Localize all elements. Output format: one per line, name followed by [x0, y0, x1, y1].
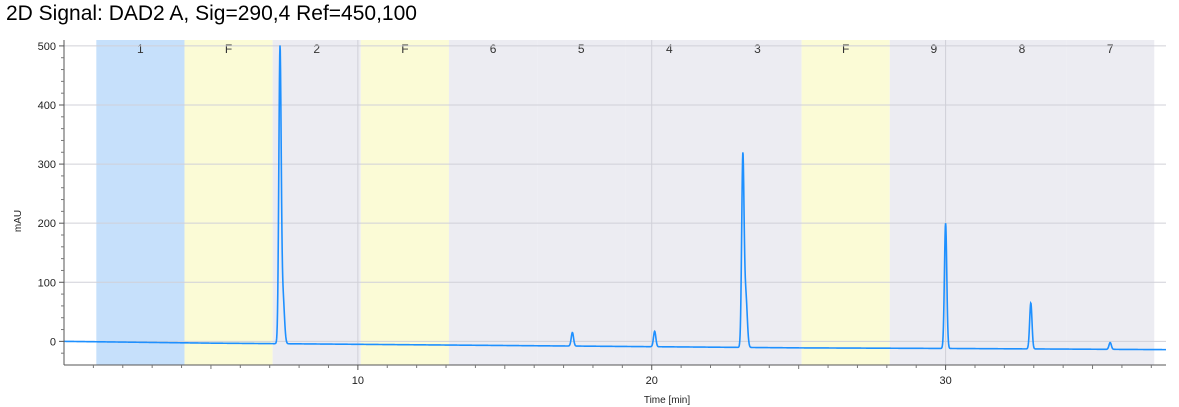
signal-trace-layer — [63, 45, 1167, 351]
fraction-band-label: 8 — [1019, 42, 1026, 56]
fraction-band — [96, 40, 185, 365]
fraction-band — [272, 40, 361, 365]
y-tick-label: 500 — [38, 41, 56, 53]
fraction-band — [801, 40, 890, 365]
fraction-band-label: F — [842, 42, 849, 56]
y-tick-label: 0 — [50, 336, 56, 348]
fraction-band — [713, 40, 802, 365]
y-tick-label: 100 — [38, 277, 56, 289]
x-tick-label: 30 — [939, 375, 951, 387]
x-tick-label: 10 — [352, 375, 364, 387]
fraction-band-label: 9 — [931, 42, 938, 56]
fraction-band-label: 6 — [490, 42, 497, 56]
y-tick-label: 400 — [38, 100, 56, 112]
x-tick-label: 20 — [646, 375, 658, 387]
fraction-band-label: 2 — [313, 42, 320, 56]
y-axis-label: mAU — [13, 210, 24, 232]
fraction-bands: 1 F 2 F 6 5 4 3 F 9 8 7 — [64, 40, 1166, 365]
signal-trace — [63, 45, 1167, 351]
fraction-band-label: F — [225, 42, 232, 56]
axes: 0 100 200 300 400 500 10 20 30 — [38, 40, 1166, 387]
fraction-band — [977, 40, 1067, 365]
fraction-band — [448, 40, 538, 365]
fraction-band-label: 5 — [578, 42, 585, 56]
fraction-band — [537, 40, 626, 365]
y-tick-label: 200 — [38, 218, 56, 230]
x-axis-label: Time [min] — [644, 395, 691, 406]
fraction-band — [625, 40, 714, 365]
fraction-band — [360, 40, 449, 365]
chart-title: 2D Signal: DAD2 A, Sig=290,4 Ref=450,100 — [6, 2, 417, 25]
gridlines — [64, 40, 1166, 365]
fraction-band-label: 7 — [1107, 42, 1114, 56]
fraction-band-label: 3 — [754, 42, 761, 56]
y-tick-label: 300 — [38, 159, 56, 171]
fraction-band — [1066, 40, 1155, 365]
fraction-band-label: F — [401, 42, 408, 56]
fraction-band — [184, 40, 273, 365]
fraction-band-label: 1 — [137, 42, 144, 56]
fraction-band — [889, 40, 978, 365]
fraction-band-label: 4 — [666, 42, 673, 56]
